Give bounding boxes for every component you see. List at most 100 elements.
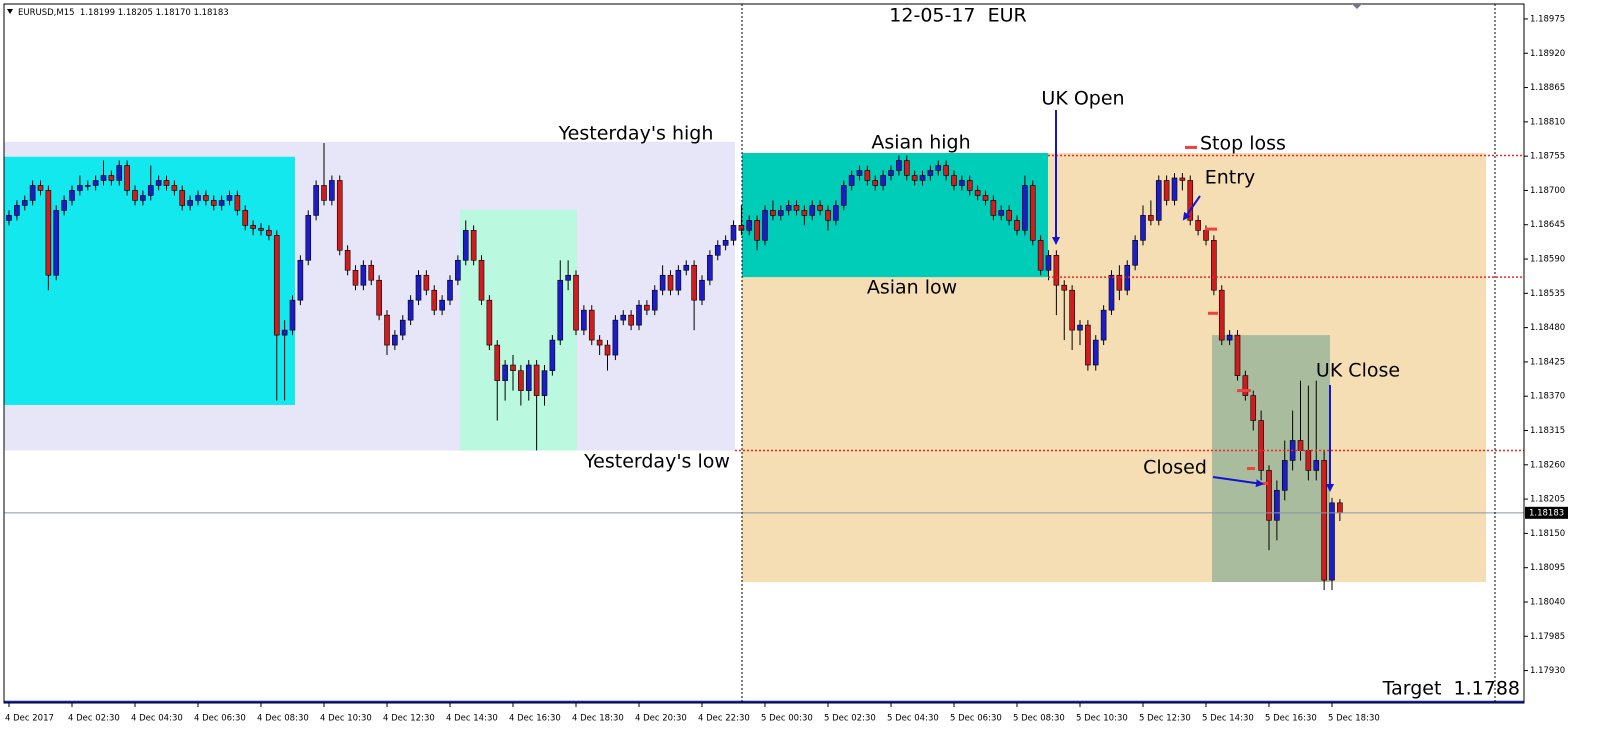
annotation: Closed (1143, 457, 1207, 479)
x-tick-label: 5 Dec 12:30 (1139, 714, 1191, 724)
candle-body (297, 259, 304, 301)
annotation: Asian high (871, 132, 970, 154)
last-low: 1.18170 (156, 8, 191, 18)
candle-body (1053, 254, 1060, 286)
y-tick-label: 1.18315 (1530, 426, 1565, 436)
candle-body (982, 195, 989, 201)
candle-body (762, 210, 768, 241)
symbol: EURUSD,M15 (18, 8, 75, 18)
candle-body (1313, 460, 1320, 471)
candle-body (1069, 289, 1075, 331)
candle-body (423, 274, 430, 291)
candle-body (407, 299, 414, 321)
price-box-label: 1.18183 (1529, 508, 1564, 518)
candle-body (155, 180, 162, 186)
candle-body (1242, 375, 1249, 396)
candle-body (896, 160, 902, 171)
candle-body (1179, 177, 1186, 181)
price-box (1525, 506, 1568, 519)
candle-body (817, 205, 823, 211)
candle-body (691, 264, 697, 301)
candle-body (596, 339, 603, 346)
candle-body (329, 180, 335, 201)
y-tick-label: 1.18205 (1530, 495, 1565, 505)
candle-body (683, 264, 690, 271)
candle-body (431, 289, 438, 311)
candle-body (549, 339, 556, 371)
candle-body (100, 175, 107, 181)
candle-body (1006, 210, 1012, 221)
candle-body (1022, 185, 1028, 231)
x-tick-label: 5 Dec 04:30 (887, 714, 939, 724)
candle-body (1218, 289, 1225, 341)
candles (6, 143, 1343, 591)
candle-body (998, 210, 1005, 216)
candle-body (872, 180, 879, 186)
candle-body (470, 230, 477, 261)
candle-body (37, 185, 44, 191)
candle-body (581, 309, 587, 331)
candle-body (525, 364, 532, 391)
candle-body (360, 264, 367, 286)
candle-body (722, 240, 729, 246)
candle-body (801, 210, 808, 216)
candle-body (462, 230, 469, 261)
x-tick-label: 5 Dec 06:30 (950, 714, 1002, 724)
candle-body (1187, 180, 1194, 221)
candle-body (541, 370, 548, 396)
candle-body (147, 185, 154, 196)
candle-body (620, 314, 627, 321)
annotation: Stop loss (1200, 133, 1286, 155)
candle-body (833, 205, 839, 221)
x-tick-label: 4 Dec 12:30 (383, 714, 435, 724)
y-tick-label: 1.18810 (1530, 117, 1565, 127)
candle-body (447, 279, 453, 301)
candle-body (840, 185, 847, 206)
candle-body (195, 195, 201, 201)
candle-body (226, 195, 233, 201)
candle-body (746, 220, 753, 231)
candle-body (943, 165, 949, 176)
candle-body (399, 319, 406, 336)
y-tick-label: 1.18370 (1530, 392, 1565, 402)
y-tick-label: 1.18920 (1530, 49, 1565, 59)
candle-body (1140, 215, 1146, 241)
candle-body (856, 170, 863, 176)
candle-body (281, 329, 288, 336)
arrow (1212, 476, 1264, 488)
x-tick-label: 4 Dec 08:30 (257, 714, 309, 724)
y-tick-label: 1.18425 (1530, 357, 1565, 367)
candle-body (1297, 440, 1304, 451)
candle-body (1211, 240, 1217, 291)
candle-body (1234, 334, 1241, 376)
last-open: 1.18199 (80, 8, 115, 18)
candle-body (305, 215, 312, 261)
menu-icon (7, 9, 13, 14)
candle-body (140, 195, 146, 201)
candle-body (911, 175, 918, 181)
y-tick-label: 1.18700 (1530, 186, 1565, 196)
candle-body (966, 180, 973, 191)
x-tick-label: 4 Dec 14:30 (446, 714, 498, 724)
candle-body (754, 220, 760, 241)
candle-body (92, 180, 99, 186)
candle-body (392, 334, 398, 346)
y-tick-label: 1.17985 (1530, 632, 1565, 642)
candle-body (628, 314, 634, 326)
candle-body (864, 170, 871, 181)
candle-body (69, 190, 75, 201)
overlay: Target 1.1788 (4, 145, 1524, 703)
candle-body (880, 175, 886, 186)
candle-body (45, 190, 52, 276)
candle-body (61, 200, 67, 211)
candle-body (321, 185, 327, 201)
candle-body (163, 180, 170, 186)
y-tick-label: 1.18150 (1530, 529, 1565, 539)
candle-body (557, 279, 564, 341)
x-tick-label: 4 Dec 04:30 (131, 714, 183, 724)
candle-body (777, 210, 784, 216)
candle-body (368, 264, 375, 281)
candle-body (203, 195, 209, 201)
zone (1212, 335, 1330, 583)
candle-body (848, 175, 855, 186)
